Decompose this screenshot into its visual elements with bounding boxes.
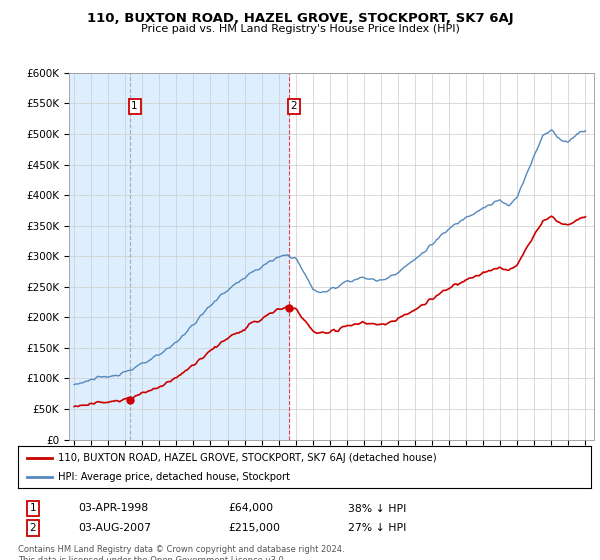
Text: 2: 2	[29, 523, 37, 533]
Text: £215,000: £215,000	[228, 523, 280, 533]
Text: HPI: Average price, detached house, Stockport: HPI: Average price, detached house, Stoc…	[58, 472, 290, 482]
Text: 38% ↓ HPI: 38% ↓ HPI	[348, 503, 406, 514]
Text: 27% ↓ HPI: 27% ↓ HPI	[348, 523, 406, 533]
Text: 110, BUXTON ROAD, HAZEL GROVE, STOCKPORT, SK7 6AJ (detached house): 110, BUXTON ROAD, HAZEL GROVE, STOCKPORT…	[58, 452, 437, 463]
Text: 1: 1	[131, 101, 138, 111]
Text: 03-AUG-2007: 03-AUG-2007	[78, 523, 151, 533]
Text: 2: 2	[290, 101, 297, 111]
Text: 110, BUXTON ROAD, HAZEL GROVE, STOCKPORT, SK7 6AJ: 110, BUXTON ROAD, HAZEL GROVE, STOCKPORT…	[86, 12, 514, 25]
Text: Price paid vs. HM Land Registry's House Price Index (HPI): Price paid vs. HM Land Registry's House …	[140, 24, 460, 34]
Text: 03-APR-1998: 03-APR-1998	[78, 503, 148, 514]
Text: 1: 1	[29, 503, 37, 514]
Text: Contains HM Land Registry data © Crown copyright and database right 2024.
This d: Contains HM Land Registry data © Crown c…	[18, 545, 344, 560]
Text: £64,000: £64,000	[228, 503, 273, 514]
Bar	[69, 73, 289, 440]
